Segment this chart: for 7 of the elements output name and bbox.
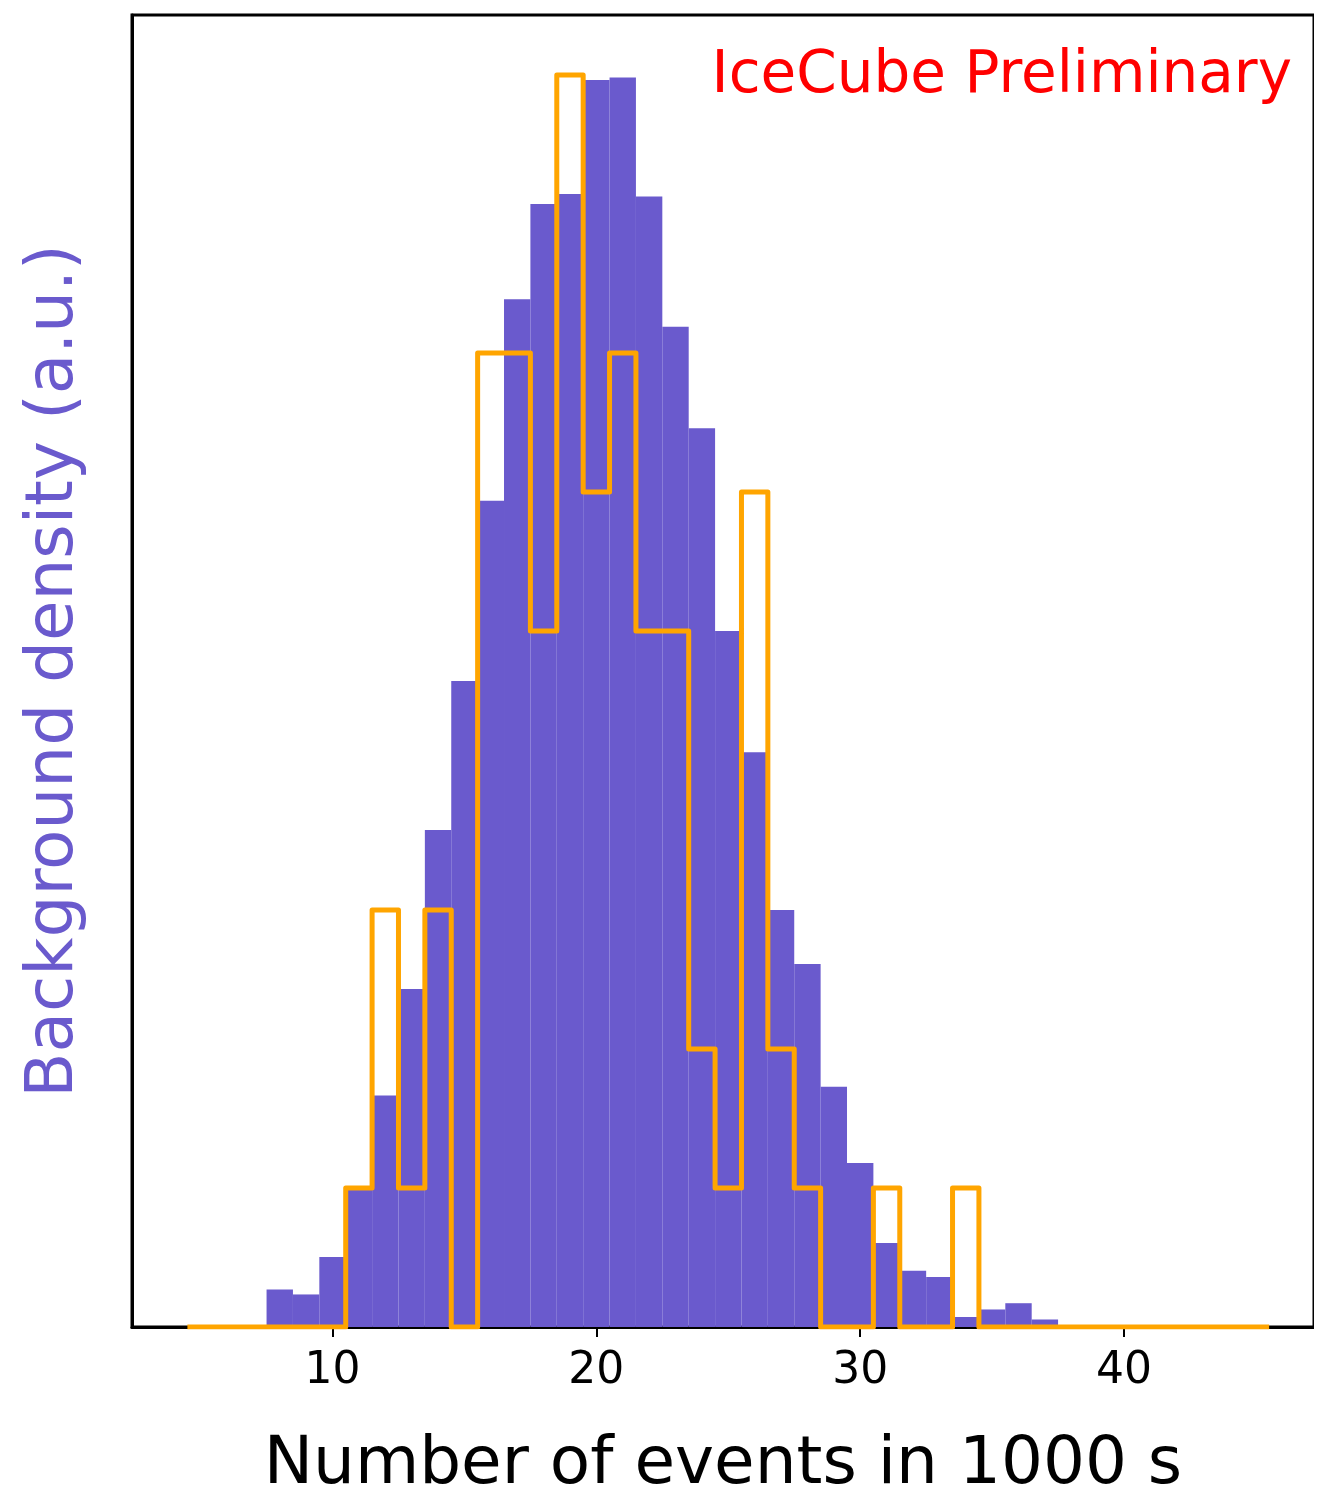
x-tick-label: 20: [568, 1341, 625, 1393]
x-tick-label: 30: [832, 1341, 889, 1393]
x-tick-label: 10: [304, 1341, 361, 1393]
x-axis-title: Number of events in 1000 s: [263, 1421, 1183, 1499]
y-axis-title: Background density (a.u.): [10, 244, 88, 1098]
annotation: IceCube Preliminary: [711, 38, 1293, 106]
x-tick-label: 40: [1096, 1341, 1153, 1393]
